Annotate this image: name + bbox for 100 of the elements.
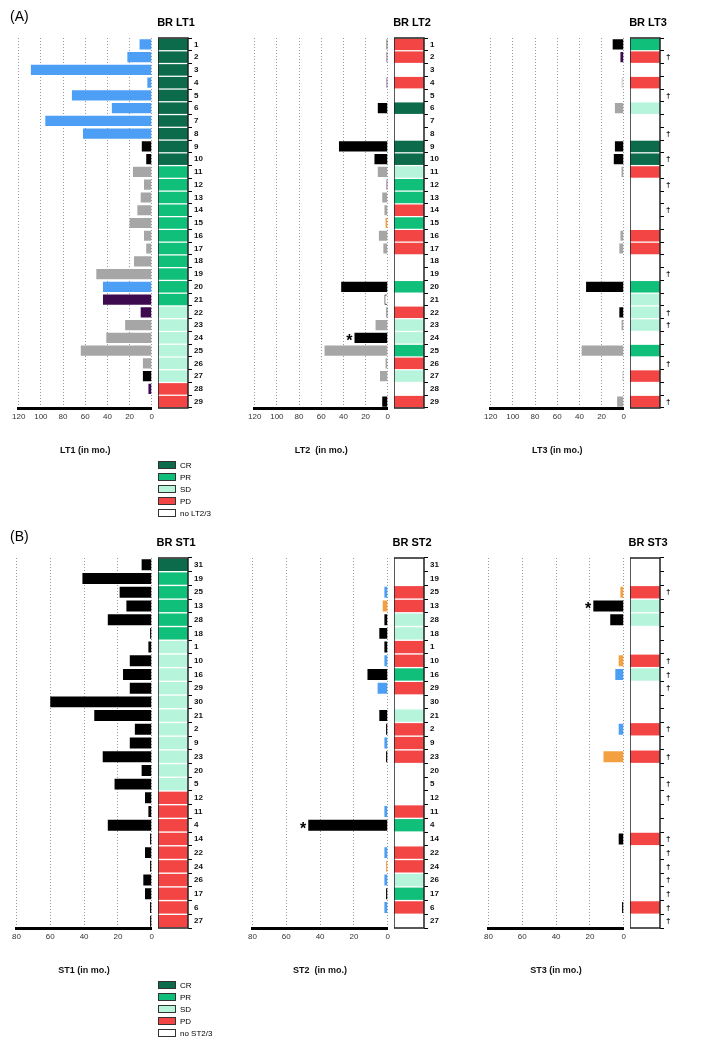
y-tick-label: 6 [430,103,435,113]
y-tick-label: 1 [430,39,435,49]
y-tick-label: 24 [194,333,204,343]
y-tick-label: 22 [430,847,440,857]
bar [384,586,388,598]
bar [123,669,152,680]
y-tick-label: 1 [194,642,199,652]
x-tick-label: 60 [281,932,292,941]
y-tick-label: 30 [194,697,204,707]
bar [82,573,152,585]
y-tick-label: † [666,320,671,330]
y-tick-label: 11 [194,806,204,816]
y-tick-label: 18 [430,256,440,266]
x-tick-label: 20 [125,412,135,421]
bar [125,319,152,331]
y-tick-label: 27 [194,916,204,926]
y-tick-label: † [666,358,671,368]
bar [614,141,624,152]
bar [384,901,388,913]
y-tick-label: † [666,128,671,138]
bar [71,90,152,101]
y-tick-label: 13 [430,601,440,611]
bar [141,764,152,776]
x-tick-label: 40 [79,932,90,941]
bar [147,77,152,88]
x-tick-label: 0 [149,932,155,941]
y-tick-label: † [666,724,671,734]
bar [80,345,152,356]
x-tick-label: 20 [361,412,371,421]
chart-title: BR ST2 [392,536,432,548]
bar [144,179,152,190]
legend-label: PD [180,496,192,506]
legend-label: PR [180,472,192,482]
bar [96,268,152,280]
bar [145,888,152,900]
y-tick-label: 17 [430,243,440,253]
y-tick-label: 16 [194,669,204,679]
y-tick-label: 31 [194,560,204,570]
y-tick-label: † [666,888,671,898]
bar [384,874,388,886]
y-tick-label: † [666,655,671,665]
y-tick-label: 14 [430,205,440,215]
bar [132,166,152,178]
y-tick-label: 26 [430,875,440,885]
x-tick-label: 40 [551,932,562,941]
y-tick-label: 5 [430,779,435,789]
x-tick-label: 100 [270,412,285,421]
y-tick-label: 19 [430,269,440,279]
y-tick-label: 14 [430,834,440,844]
y-tick-label: † [666,683,671,693]
x-tick-label: 0 [385,412,391,421]
chart-title: BR LT2 [393,16,431,28]
y-tick-label: 29 [430,683,440,693]
y-tick-label: 2 [194,724,199,734]
y-tick-label: 4 [194,77,199,87]
y-tick-label: 4 [430,820,435,830]
y-tick-label: 26 [194,358,204,368]
x-tick-label: 20 [113,932,123,941]
legend-label: PD [180,1016,192,1026]
y-tick-label: 12 [194,793,204,803]
x-tick-label: 60 [517,932,528,941]
y-tick-label: † [666,52,671,62]
bar [614,103,624,114]
y-tick-label: † [666,90,671,100]
bar [384,205,388,216]
y-tick-label: 8 [194,128,199,138]
bar [375,319,388,331]
bar [367,669,388,680]
x-tick-label: 40 [102,412,113,421]
bar [144,230,152,241]
y-tick-label: † [666,179,671,189]
annotation: * [346,332,354,350]
bar [603,751,624,763]
bar [143,874,152,886]
y-tick-label: 6 [430,902,435,912]
bar [140,307,152,318]
chart-title: BR ST1 [156,536,196,548]
bar [581,345,624,356]
x-tick-label: 60 [552,412,563,421]
y-tick-label: 9 [430,738,435,748]
bar [383,243,388,254]
y-tick-label: 8 [430,128,435,138]
y-tick-label: 2 [194,52,199,62]
y-tick-label: 29 [430,396,440,406]
y-tick-label: † [666,669,671,679]
bar [129,655,152,667]
bar [384,847,388,859]
bar [127,52,152,63]
bar [50,696,152,708]
bar [586,281,624,292]
y-tick-label: 28 [430,614,440,624]
y-tick-label: 11 [194,167,204,177]
y-tick-label: † [666,916,671,926]
y-tick-label: 20 [430,765,440,775]
x-tick-label: 120 [11,412,26,421]
x-axis-title: LT2 (in mo.) [294,445,348,456]
x-tick-label: 60 [80,412,91,421]
bar [134,723,152,735]
bar [111,103,152,114]
y-tick-label: 29 [194,683,204,693]
